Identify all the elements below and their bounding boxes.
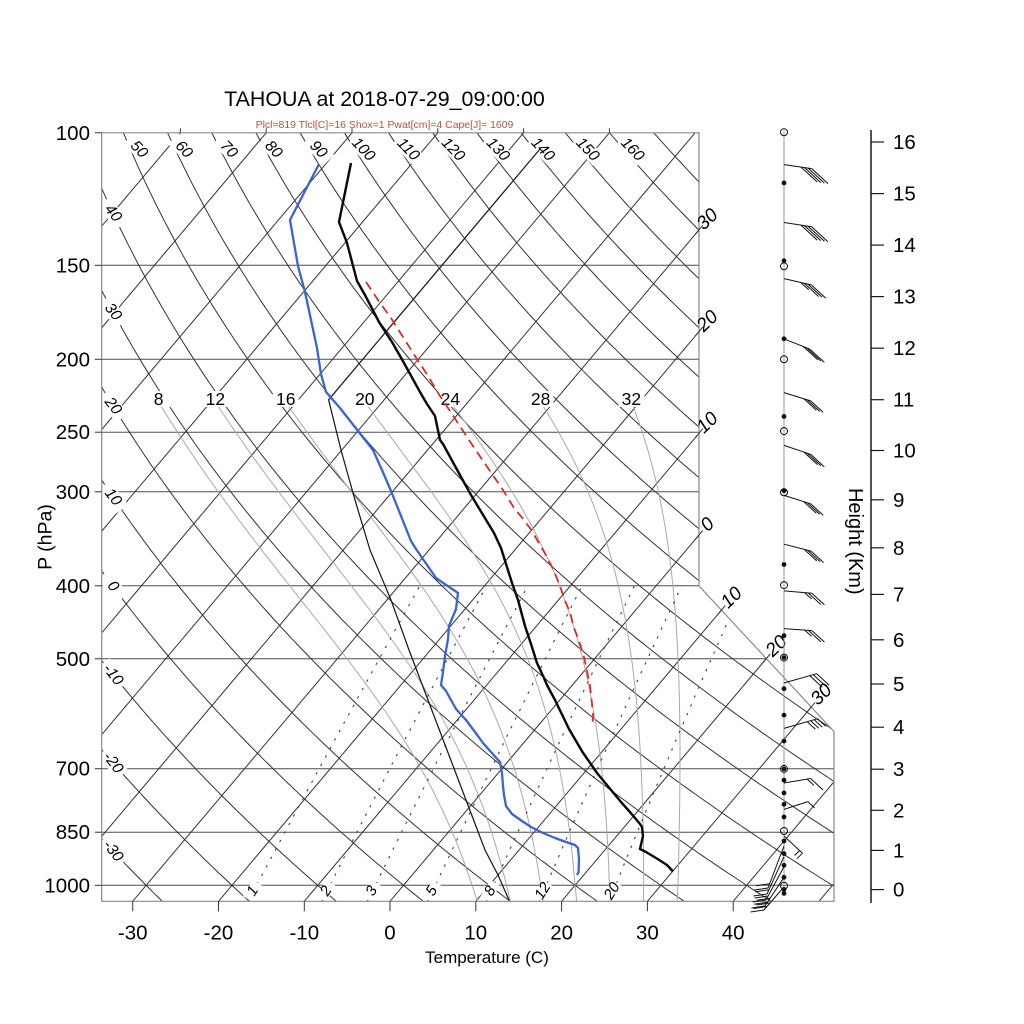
svg-text:8: 8 (154, 389, 164, 409)
svg-text:-20: -20 (204, 922, 234, 945)
svg-text:3: 3 (893, 758, 904, 781)
svg-text:30: 30 (636, 922, 659, 945)
svg-text:700: 700 (56, 758, 90, 781)
svg-text:100: 100 (56, 122, 90, 145)
svg-text:1000: 1000 (44, 874, 90, 897)
svg-text:2: 2 (893, 799, 904, 822)
svg-text:850: 850 (56, 821, 90, 844)
svg-text:12: 12 (893, 337, 916, 360)
svg-text:9: 9 (893, 489, 904, 512)
svg-text:32: 32 (622, 389, 641, 409)
svg-text:Height (Km): Height (Km) (844, 488, 866, 595)
svg-text:4: 4 (893, 716, 904, 739)
svg-text:300: 300 (56, 481, 90, 504)
svg-text:13: 13 (893, 286, 916, 309)
svg-text:5: 5 (893, 673, 904, 696)
svg-text:P (hPa): P (hPa) (35, 504, 57, 570)
svg-text:-10: -10 (289, 922, 319, 945)
svg-text:0: 0 (893, 879, 904, 902)
svg-text:24: 24 (441, 389, 461, 409)
svg-text:1: 1 (893, 839, 904, 862)
svg-text:6: 6 (893, 629, 904, 652)
svg-text:400: 400 (56, 575, 90, 598)
svg-text:Plcl=819 Tlcl[C]=16 Shox=1 Pwa: Plcl=819 Tlcl[C]=16 Shox=1 Pwat[cm]=4 Ca… (256, 120, 514, 131)
svg-text:-30: -30 (118, 922, 148, 945)
svg-text:0: 0 (384, 922, 395, 945)
svg-text:12: 12 (206, 389, 225, 409)
svg-text:150: 150 (56, 254, 90, 277)
svg-text:11: 11 (893, 389, 914, 412)
svg-text:Temperature (C): Temperature (C) (425, 948, 549, 967)
svg-text:14: 14 (893, 234, 916, 257)
svg-text:250: 250 (56, 421, 90, 444)
svg-text:TAHOUA at 2018-07-29_09:00:00: TAHOUA at 2018-07-29_09:00:00 (224, 87, 545, 111)
svg-text:15: 15 (893, 183, 916, 206)
svg-text:10: 10 (893, 440, 916, 463)
svg-text:8: 8 (893, 537, 904, 560)
svg-text:7: 7 (893, 583, 904, 606)
svg-text:200: 200 (56, 348, 90, 371)
svg-text:28: 28 (531, 389, 550, 409)
svg-text:20: 20 (550, 922, 573, 945)
svg-text:20: 20 (355, 389, 375, 409)
svg-text:16: 16 (276, 389, 295, 409)
svg-text:10: 10 (464, 922, 487, 945)
svg-text:16: 16 (893, 131, 916, 154)
svg-text:40: 40 (722, 922, 745, 945)
svg-text:500: 500 (56, 648, 90, 671)
